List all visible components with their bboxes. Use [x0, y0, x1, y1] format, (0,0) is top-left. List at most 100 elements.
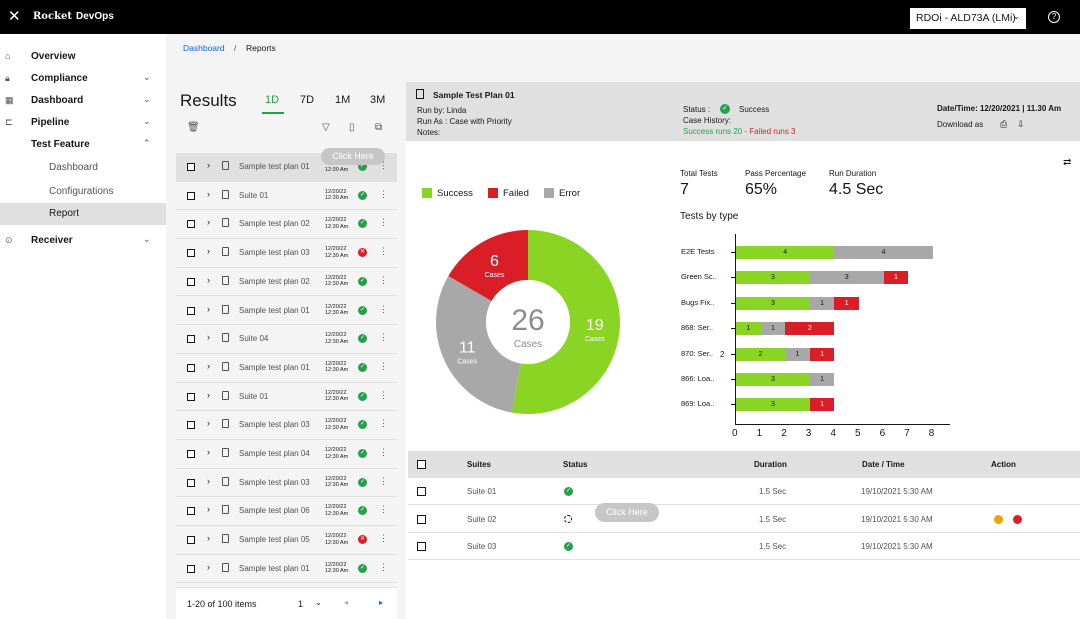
- chevron-right-icon[interactable]: ›: [207, 418, 210, 429]
- range-3m[interactable]: 3M: [370, 94, 386, 106]
- result-row[interactable]: › Sample test plan 03 12/20/22 12:30 Am ✓ ⋮: [176, 468, 397, 498]
- suite-row[interactable]: Suite 02 1.5 Sec 19/10/2021 5:30 AM: [408, 506, 1080, 533]
- sidebar-item-dashboard[interactable]: ▦ Dashboard ⌄: [0, 91, 166, 111]
- row-checkbox[interactable]: [187, 536, 195, 545]
- chevron-right-icon[interactable]: ›: [207, 160, 210, 170]
- row-checkbox[interactable]: [417, 487, 426, 496]
- donut-slice-error[interactable]: [436, 276, 521, 413]
- bar-segment-failed[interactable]: 1: [883, 271, 909, 285]
- document-icon[interactable]: ▯: [349, 122, 355, 133]
- result-row[interactable]: › Suite 01 12/20/22 12:30 Am ✓ ⋮: [176, 382, 397, 412]
- range-1m[interactable]: 1M: [335, 94, 351, 106]
- sidebar-item-test-feature[interactable]: Test Feature ⌃: [0, 135, 166, 155]
- chevron-down-icon[interactable]: ⌄: [315, 598, 322, 607]
- click-here-tooltip[interactable]: Click Here: [321, 148, 385, 165]
- result-row[interactable]: › Sample test plan 02 12/20/22 12:30 Am ✓ ⋮: [176, 210, 397, 240]
- close-icon[interactable]: ✕: [8, 8, 21, 25]
- select-all-checkbox[interactable]: [417, 460, 426, 469]
- bar-segment-success[interactable]: 1: [736, 322, 761, 336]
- sidebar-subitem-report[interactable]: Report: [0, 203, 166, 225]
- overflow-menu-icon[interactable]: ⋮: [379, 303, 388, 314]
- result-row[interactable]: › Suite 01 12/20/22 12:30 Am ✓ ⋮: [176, 181, 397, 211]
- bar-segment-success[interactable]: 3: [736, 373, 810, 386]
- row-checkbox[interactable]: [187, 249, 195, 258]
- bar-segment-success[interactable]: 3: [736, 398, 810, 412]
- range-7d[interactable]: 7D: [300, 94, 315, 106]
- row-checkbox[interactable]: [187, 450, 195, 458]
- row-checkbox[interactable]: [187, 564, 195, 573]
- previous-page-icon[interactable]: ◂: [344, 598, 349, 607]
- download-icon[interactable]: ⇩: [1017, 119, 1025, 129]
- result-row[interactable]: › Sample test plan 03 12/20/22 12:30 Am ✕ ⋮: [176, 239, 397, 268]
- overflow-menu-icon[interactable]: ⋮: [379, 160, 388, 170]
- row-checkbox[interactable]: [187, 421, 195, 430]
- chevron-right-icon[interactable]: ›: [207, 504, 210, 515]
- chevron-right-icon[interactable]: ›: [207, 246, 210, 257]
- chevron-right-icon[interactable]: ›: [207, 475, 210, 486]
- sidebar-item-pipeline[interactable]: ⊏ Pipeline ⌄: [0, 113, 166, 133]
- chevron-right-icon[interactable]: ›: [207, 389, 210, 400]
- chevron-right-icon[interactable]: ›: [207, 274, 210, 285]
- trash-icon[interactable]: 🗑︎: [187, 122, 200, 133]
- row-checkbox[interactable]: [187, 507, 195, 516]
- expand-icon[interactable]: ⇄: [1063, 157, 1072, 168]
- sidebar-item-receiver[interactable]: ⊙ Receiver ⌄: [0, 231, 166, 251]
- next-page-icon[interactable]: ▸: [379, 598, 384, 607]
- overflow-menu-icon[interactable]: ⋮: [379, 217, 388, 228]
- bar-segment-failed[interactable]: 2: [785, 322, 835, 336]
- overflow-menu-icon[interactable]: ⋮: [379, 533, 388, 544]
- stop-icon[interactable]: [1013, 514, 1022, 524]
- row-checkbox[interactable]: [187, 478, 195, 487]
- filter-icon[interactable]: ▽: [322, 122, 330, 133]
- row-checkbox[interactable]: [187, 220, 195, 229]
- overflow-menu-icon[interactable]: ⋮: [379, 389, 388, 400]
- bar-segment-failed[interactable]: 1: [809, 398, 835, 412]
- result-row[interactable]: › Sample test plan 06 12/20/22 12:30 Am ✓ ⋮: [176, 497, 397, 527]
- bar-segment-failed[interactable]: 1: [809, 347, 835, 361]
- donut-slice-failed[interactable]: [448, 230, 528, 301]
- row-checkbox[interactable]: [187, 191, 195, 200]
- chevron-right-icon[interactable]: ›: [207, 533, 210, 544]
- overflow-menu-icon[interactable]: ⋮: [379, 504, 388, 515]
- bar-segment-success[interactable]: 2: [736, 347, 786, 361]
- row-checkbox[interactable]: [187, 392, 195, 401]
- row-checkbox[interactable]: [417, 542, 426, 551]
- chevron-right-icon[interactable]: ›: [207, 332, 210, 343]
- chevron-right-icon[interactable]: ›: [207, 217, 210, 228]
- result-row[interactable]: › Sample test plan 02 12/20/22 12:30 Am ✓ ⋮: [176, 267, 397, 297]
- donut-slice-success[interactable]: [512, 230, 620, 414]
- copy-icon[interactable]: ⧉: [375, 122, 383, 133]
- bar-segment-success[interactable]: 3: [736, 271, 810, 285]
- bar-segment-error[interactable]: 1: [785, 347, 810, 361]
- chevron-right-icon[interactable]: ›: [207, 447, 210, 457]
- overflow-menu-icon[interactable]: ⋮: [379, 246, 388, 257]
- bar-segment-error[interactable]: 4: [834, 246, 933, 259]
- result-row[interactable]: › Sample test plan 03 12/20/22 12:30 Am ✓ ⋮: [176, 411, 397, 440]
- overflow-menu-icon[interactable]: ⋮: [379, 475, 388, 486]
- row-checkbox[interactable]: [187, 277, 195, 286]
- row-checkbox[interactable]: [187, 306, 195, 315]
- overflow-menu-icon[interactable]: ⋮: [379, 561, 388, 572]
- suite-row[interactable]: Suite 01 ✓ 1.5 Sec 19/10/2021 5:30 AM: [408, 478, 1080, 505]
- chevron-right-icon[interactable]: ›: [207, 188, 210, 199]
- suite-row[interactable]: Suite 03 ✓ 1.5 Sec 19/10/2021 5:30 AM: [408, 533, 1080, 560]
- sidebar-subitem-configurations[interactable]: Configurations: [0, 181, 166, 203]
- pause-icon[interactable]: [994, 514, 1003, 524]
- sidebar-item-overview[interactable]: ⌂ Overview: [0, 47, 166, 67]
- result-row[interactable]: › Sample test plan 04 12/20/22 12:30 Am ✓ ⋮: [176, 440, 397, 469]
- environment-select[interactable]: RDOi - ALD73A (LMi) ⌄: [910, 8, 1026, 29]
- chevron-right-icon[interactable]: ›: [207, 303, 210, 314]
- bar-segment-failed[interactable]: 1: [834, 296, 859, 310]
- row-checkbox[interactable]: [187, 163, 195, 171]
- row-checkbox[interactable]: [187, 335, 195, 344]
- bar-segment-error[interactable]: 3: [809, 271, 884, 285]
- bar-segment-error[interactable]: 1: [809, 296, 835, 310]
- bar-segment-error[interactable]: 1: [809, 373, 835, 386]
- row-checkbox[interactable]: [187, 363, 195, 372]
- chevron-right-icon[interactable]: ›: [207, 360, 210, 371]
- page-select[interactable]: 1: [298, 599, 304, 609]
- breadcrumb-dashboard[interactable]: Dashboard: [183, 43, 225, 53]
